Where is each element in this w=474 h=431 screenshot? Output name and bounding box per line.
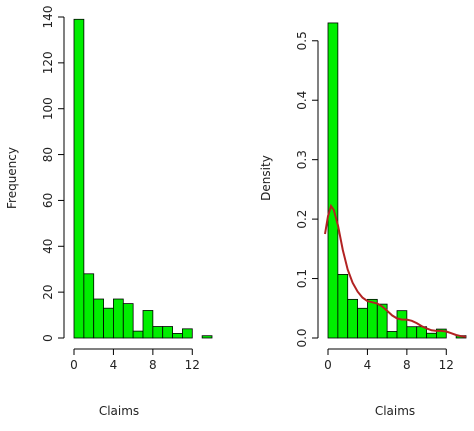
y-axis: 0 20 40 60 80 100 120 140 [41, 6, 65, 342]
histogram-bar [122, 303, 134, 339]
x-tick-label: 0 [70, 358, 78, 372]
histogram-bar [201, 335, 213, 339]
histogram-bar [73, 18, 85, 339]
histogram-bar [376, 303, 388, 339]
histogram-bar [367, 298, 378, 339]
histogram-bar [83, 273, 95, 339]
y-tick-label: 20 [41, 285, 55, 300]
y-tick-label: 0.1 [295, 269, 309, 288]
x-tick-label: 0 [324, 358, 332, 372]
x-tick-label: 8 [403, 358, 411, 372]
x-axis-title: Claims [99, 404, 139, 418]
histogram-bar [152, 326, 164, 339]
bars-group [73, 18, 213, 339]
histogram-bar [93, 298, 104, 339]
frequency-histogram-panel: 0 4 8 12 0 20 40 60 80 100 120 140 Claims Frequenc… [5, 6, 213, 418]
x-tick-label: 12 [185, 358, 200, 372]
y-tick-label: 100 [41, 97, 55, 120]
y-tick-label: 140 [41, 6, 55, 29]
histogram-bar [406, 326, 418, 339]
y-tick-label: 0.4 [295, 91, 309, 110]
density-histogram-panel: 0 4 8 12 0.0 0.1 0.2 0.3 0.4 0.5 Claims Density [259, 22, 467, 418]
histogram-bar [436, 328, 447, 339]
histogram-bar [132, 330, 144, 339]
y-tick-label: 0.2 [295, 210, 309, 229]
y-axis-title: Frequency [5, 147, 19, 209]
y-tick-label: 0 [41, 334, 55, 342]
density-curve [324, 203, 467, 338]
y-tick-label: 0.5 [295, 31, 309, 50]
y-axis-title: Density [259, 155, 273, 201]
histogram-bar [103, 307, 114, 339]
histogram-bar [142, 310, 154, 339]
histogram-bar [426, 332, 437, 339]
histogram-bar [172, 333, 183, 339]
x-tick-label: 4 [110, 358, 118, 372]
histogram-bar [347, 298, 358, 339]
y-tick-label: 0.0 [295, 328, 309, 347]
x-axis: 0 4 8 12 [324, 348, 454, 372]
bars-group [327, 22, 467, 339]
histogram-bar [396, 310, 408, 339]
histogram-bar [113, 298, 124, 339]
x-axis-title: Claims [375, 404, 415, 418]
histogram-bar [327, 22, 339, 339]
x-axis: 0 4 8 12 [70, 348, 200, 372]
y-tick-label: 60 [41, 193, 55, 208]
histogram-bar [386, 331, 398, 339]
histogram-bar [357, 307, 368, 339]
histogram-bar [182, 328, 193, 339]
histogram-bar [337, 273, 349, 339]
x-tick-label: 4 [364, 358, 372, 372]
y-axis: 0.0 0.1 0.2 0.3 0.4 0.5 [295, 31, 319, 348]
y-tick-label: 80 [41, 147, 55, 162]
y-tick-label: 0.3 [295, 150, 309, 169]
y-tick-label: 120 [41, 51, 55, 74]
x-tick-label: 12 [439, 358, 454, 372]
x-tick-label: 8 [149, 358, 157, 372]
y-tick-label: 40 [41, 239, 55, 254]
histogram-bar [162, 326, 173, 339]
density-curve-group [324, 203, 467, 338]
